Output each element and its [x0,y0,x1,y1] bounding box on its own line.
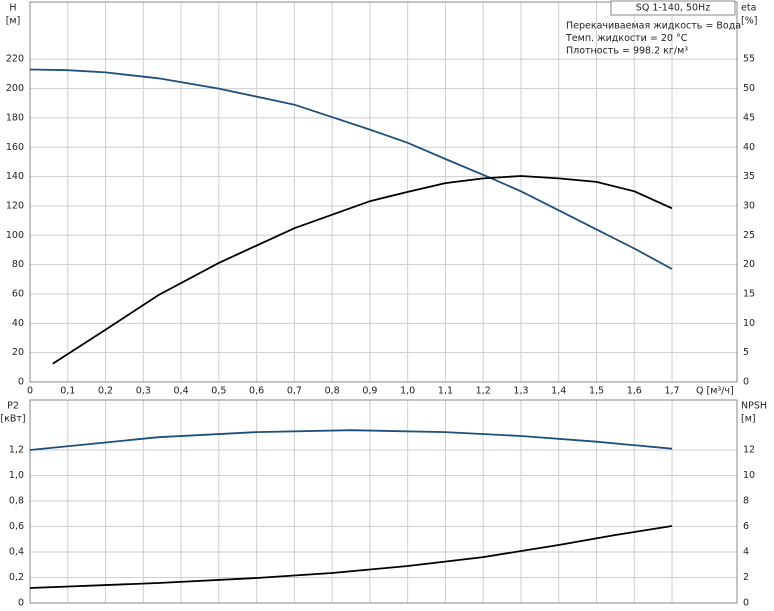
y2-tick-label: 10 [743,318,755,329]
x-tick-label: 0,1 [60,386,75,397]
y2-tick-label: 6 [743,521,749,532]
x-axis-label: Q [м³/ч] [696,386,734,397]
y-tick-label: 220 [6,54,24,65]
x-tick-label: 1,5 [589,386,604,397]
x-tick-label: 1,7 [664,386,679,397]
y-tick-label: 60 [12,288,24,299]
y-axis-unit: [м] [6,16,21,27]
y-tick-label: 160 [6,142,24,153]
x-tick-label: 1,1 [438,386,453,397]
y-tick-label: 0,2 [9,572,24,583]
y-tick-label: 1,0 [9,470,24,481]
y2-tick-label: 4 [743,546,749,557]
curve [29,68,673,270]
y-tick-label: 100 [6,230,24,241]
x-tick-label: 1,3 [513,386,528,397]
y2-tick-label: 30 [743,200,755,211]
y2-tick-label: 2 [743,572,749,583]
y-tick-label: 0,8 [9,495,24,506]
curve [29,429,673,451]
x-tick-label: 1,4 [551,386,566,397]
x-tick-label: 0,8 [325,386,340,397]
x-tick-label: 0,4 [174,386,189,397]
y-tick-label: 20 [12,347,24,358]
y2-tick-label: 0 [743,598,749,609]
note: Плотность = 998.2 кг/м³ [566,46,688,57]
y-tick-label: 180 [6,112,24,123]
note: Перекачиваемая жидкость = Вода [566,21,741,32]
y-axis-label: H [9,3,16,14]
y2-tick-label: 45 [743,112,755,123]
y-tick-label: 1,2 [9,444,24,455]
y-tick-label: 80 [12,259,24,270]
x-tick-label: 1,0 [400,386,415,397]
y-tick-label: 0 [18,598,24,609]
y2-tick-label: 15 [743,288,755,299]
y2-tick-label: 8 [743,495,749,506]
y-tick-label: 140 [6,171,24,182]
y2-tick-label: 5 [743,347,749,358]
plot-frame [29,1,738,383]
note: Темп. жидкости = 20 °C [565,33,688,44]
y-tick-label: 0 [18,377,24,388]
curve [52,175,673,365]
y2-tick-label: 35 [743,171,755,182]
y2-tick-label: 0 [743,377,749,388]
y2-tick-label: 25 [743,230,755,241]
x-tick-label: 0,6 [249,386,264,397]
y-tick-label: 0,6 [9,521,24,532]
x-tick-label: 0,2 [98,386,113,397]
y2-axis-unit: [%] [741,16,757,27]
y2-tick-label: 50 [743,83,755,94]
y2-axis-unit: [м] [741,414,756,425]
x-tick-label: 0 [27,386,33,397]
y2-tick-label: 55 [743,54,755,65]
y-tick-label: 0,4 [9,546,24,557]
x-tick-label: 0,9 [362,386,377,397]
x-tick-label: 0,7 [287,386,302,397]
chart-title: SQ 1-140, 50Hz [636,3,710,14]
y-tick-label: 120 [6,200,24,211]
x-tick-label: 1,6 [627,386,642,397]
y-axis-unit: [кВт] [0,414,25,425]
curve [29,525,673,589]
x-tick-label: 0,3 [136,386,151,397]
y-axis-label: P2 [7,401,19,412]
y2-axis-label: eta [741,3,756,14]
y2-tick-label: 12 [743,444,755,455]
y-tick-label: 40 [12,318,24,329]
title-box [610,0,736,16]
y2-axis-label: NPSH [741,401,767,412]
x-tick-label: 1,2 [476,386,491,397]
y2-tick-label: 10 [743,470,755,481]
y2-tick-label: 40 [743,142,755,153]
y2-tick-label: 20 [743,259,755,270]
y-tick-label: 200 [6,83,24,94]
x-tick-label: 0,5 [211,386,226,397]
plot-frame [29,399,738,604]
